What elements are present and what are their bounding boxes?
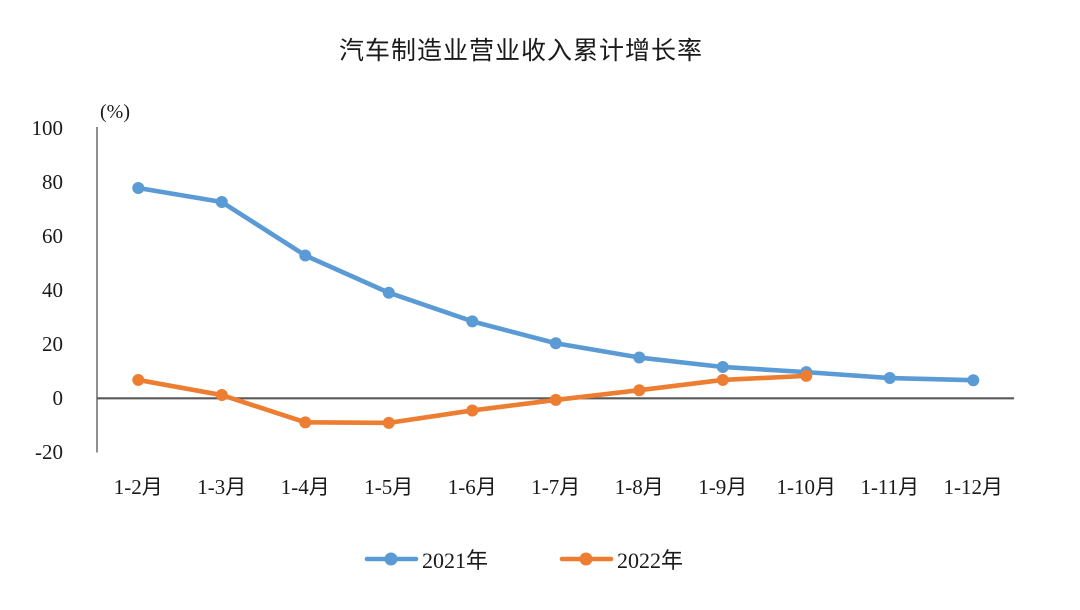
y-axis-tick-label: 80 bbox=[42, 170, 63, 195]
data-point-2022年-1-4月 bbox=[299, 416, 312, 429]
data-point-2021年-1-7月 bbox=[549, 337, 562, 350]
x-axis-tick-label: 1-2月 bbox=[113, 475, 163, 499]
x-axis-tick-label: 1-11月 bbox=[860, 475, 920, 499]
data-point-2022年-1-3月 bbox=[215, 389, 228, 402]
y-axis-tick-label: 60 bbox=[42, 224, 63, 249]
x-axis-tick-label: 1-4月 bbox=[280, 475, 330, 499]
data-point-2022年-1-2月 bbox=[132, 373, 145, 386]
legend-item-2022: 2022年 bbox=[559, 546, 684, 573]
data-point-2022年-1-9月 bbox=[716, 373, 729, 386]
legend-line-marker-icon bbox=[559, 552, 614, 566]
y-axis-unit-label: (%) bbox=[100, 101, 130, 123]
legend-line-marker-icon bbox=[364, 552, 419, 566]
data-point-2022年-1-10月 bbox=[800, 369, 813, 382]
chart-title: 汽车制造业营业收入累计增长率 bbox=[338, 38, 703, 65]
y-axis-tick-label: 20 bbox=[42, 332, 63, 357]
data-point-2021年-1-4月 bbox=[299, 249, 312, 262]
x-axis-tick-label: 1-5月 bbox=[364, 475, 414, 499]
data-point-2021年-1-5月 bbox=[382, 286, 395, 299]
x-axis-tick-label: 1-8月 bbox=[614, 475, 664, 499]
y-axis-tick-label: 0 bbox=[52, 386, 64, 411]
x-axis-tick-label: 1-3月 bbox=[197, 475, 247, 499]
data-point-2022年-1-6月 bbox=[466, 404, 479, 417]
data-point-2022年-1-8月 bbox=[633, 384, 646, 397]
legend-label: 2022年 bbox=[617, 548, 684, 573]
x-axis-tick-label: 1-12月 bbox=[943, 475, 1004, 499]
y-axis-tick-label: 100 bbox=[31, 116, 64, 141]
data-point-2021年-1-8月 bbox=[633, 351, 646, 364]
y-axis-tick-label: -20 bbox=[35, 440, 63, 465]
x-axis-tick-label: 1-6月 bbox=[447, 475, 497, 499]
data-point-2022年-1-5月 bbox=[382, 416, 395, 429]
data-point-2021年-1-2月 bbox=[132, 181, 145, 194]
data-point-2022年-1-7月 bbox=[549, 393, 562, 406]
data-point-2021年-1-12月 bbox=[967, 374, 980, 387]
legend-label: 2021年 bbox=[422, 548, 489, 573]
series-line-2021年 bbox=[136, 185, 976, 383]
y-axis-tick-label: 40 bbox=[42, 278, 63, 303]
data-point-2021年-1-11月 bbox=[883, 372, 896, 385]
data-point-2021年-1-9月 bbox=[716, 360, 729, 373]
legend-item-2021: 2021年 bbox=[364, 546, 489, 573]
data-point-2021年-1-6月 bbox=[466, 315, 479, 328]
x-axis-tick-label: 1-10月 bbox=[776, 475, 837, 499]
x-axis-tick-label: 1-9月 bbox=[698, 475, 748, 499]
data-point-2021年-1-3月 bbox=[215, 196, 228, 209]
x-axis-tick-label: 1-7月 bbox=[531, 475, 581, 499]
